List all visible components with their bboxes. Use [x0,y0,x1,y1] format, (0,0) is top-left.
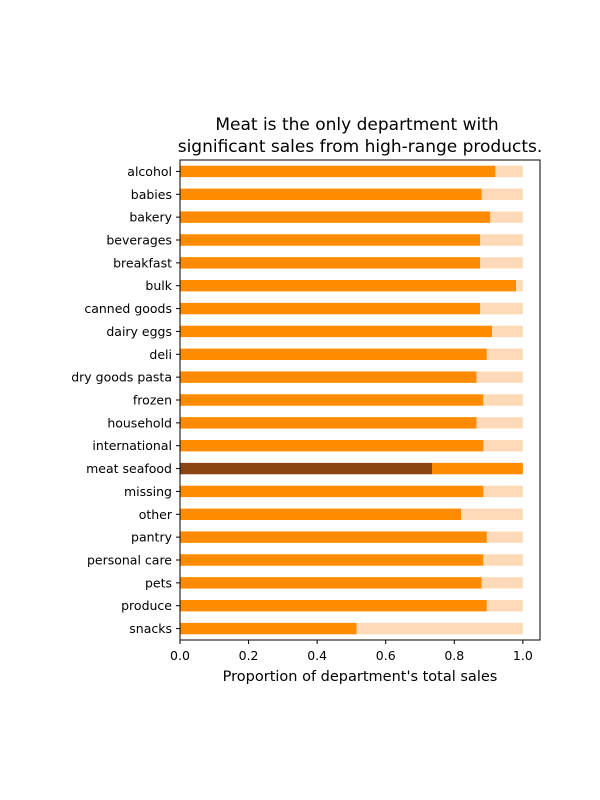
y-tick-label: snacks [129,621,172,636]
bar-pantry-segment-1 [180,531,487,543]
x-tick-label: 0.2 [239,648,259,663]
bar-dairy-eggs-segment-1 [180,325,492,338]
bar-missing-segment-1 [180,485,484,498]
bar-frozen-segment-1 [180,394,484,406]
x-axis-label: Proportion of department's total sales [223,669,498,685]
chart-title-line-1: Meat is the only department with [215,115,498,135]
y-tick-label: frozen [133,393,172,408]
y-tick-label: dry goods pasta [71,370,172,385]
y-tick-label: deli [149,347,172,362]
bar-international-segment-2 [483,440,523,452]
bar-bakery-segment-2 [490,211,523,223]
bar-pantry-segment-2 [486,531,523,543]
bar-beverages-segment-1 [180,234,480,246]
bar-dry-goods-pasta-segment-1 [180,371,477,383]
x-tick-label: 1.0 [513,648,533,663]
bar-beverages-segment-2 [480,234,523,246]
bar-canned-goods-segment-2 [480,302,523,315]
bar-dairy-eggs-segment-2 [492,325,523,338]
chart-title-line-2: significant sales from high-range produc… [178,137,543,157]
bar-household-segment-1 [180,417,477,429]
x-axis-ticks: 0.0 0.2 0.4 0.6 0.8 1.0 [170,640,533,663]
bar-produce-segment-1 [180,600,487,612]
y-tick-label: pets [145,575,172,590]
bar-babies-segment-1 [180,188,482,200]
x-tick-label: 0.0 [170,648,190,663]
y-tick-label: babies [131,187,172,202]
bar-snacks-segment-2 [356,622,523,635]
bar-alcohol-segment-1 [180,165,496,178]
y-axis-ticks: alcohol babies bakery beverages breakfast bul… [71,164,180,636]
bars-group [180,165,523,635]
bar-babies-segment-2 [481,188,523,200]
y-tick-label: breakfast [113,255,172,270]
y-tick-label: personal care [87,553,172,568]
bar-frozen-segment-2 [483,394,523,406]
plot-frame [179,159,541,641]
bar-produce-segment-2 [486,600,523,612]
x-tick-label: 0.4 [307,648,327,663]
y-tick-label: canned goods [84,301,172,316]
y-tick-label: beverages [106,233,172,248]
y-tick-label: other [139,507,173,522]
y-tick-label: pantry [131,530,173,545]
bar-missing-segment-2 [483,485,523,498]
y-tick-label: international [92,438,172,453]
bar-dry-goods-pasta-segment-2 [476,371,523,383]
bar-meat-seafood-segment-0 [180,462,432,475]
bar-deli-segment-1 [180,348,487,360]
y-tick-label: produce [121,598,172,613]
bar-international-segment-1 [180,440,484,452]
bar-bakery-segment-1 [180,211,491,223]
bar-breakfast-segment-2 [480,257,523,269]
bar-meat-seafood-segment-1 [432,462,523,475]
y-tick-label: meat seafood [86,461,172,476]
bar-alcohol-segment-2 [495,165,523,178]
y-tick-label: alcohol [127,164,172,179]
x-tick-label: 0.6 [376,648,396,663]
bar-personal-care-segment-1 [180,554,484,566]
bar-snacks-segment-1 [180,622,357,635]
x-tick-label: 0.8 [444,648,464,663]
bar-deli-segment-2 [486,348,523,360]
y-tick-label: bulk [145,278,172,293]
y-tick-label: dairy eggs [106,324,172,339]
bar-household-segment-2 [476,417,523,429]
bar-other-segment-1 [180,508,462,520]
y-tick-label: bakery [129,210,172,225]
bar-bulk-segment-1 [180,280,516,292]
bar-personal-care-segment-2 [483,554,523,566]
bar-breakfast-segment-1 [180,257,480,269]
bar-other-segment-2 [461,508,523,520]
y-tick-label: missing [124,484,172,499]
bar-bulk-segment-2 [516,280,523,292]
bar-pets-segment-1 [180,577,482,589]
bar-pets-segment-2 [481,577,523,589]
y-tick-label: household [107,415,172,430]
bar-canned-goods-segment-1 [180,302,480,315]
